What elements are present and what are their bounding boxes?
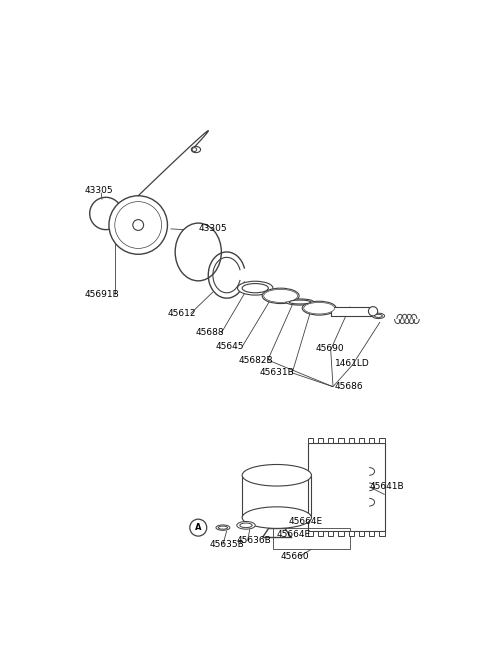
Bar	[308, 531, 313, 536]
Text: 45664E: 45664E	[288, 517, 323, 526]
Text: 45686: 45686	[335, 382, 363, 391]
Ellipse shape	[369, 306, 378, 316]
Ellipse shape	[190, 519, 207, 536]
Text: 45691B: 45691B	[84, 290, 119, 299]
Ellipse shape	[289, 300, 311, 304]
Bar	[273, 527, 350, 549]
Bar	[318, 531, 323, 536]
Text: 45631B: 45631B	[260, 369, 295, 377]
Bar	[380, 438, 384, 443]
Ellipse shape	[302, 301, 336, 315]
Bar	[348, 438, 354, 443]
Bar	[359, 531, 364, 536]
Bar	[369, 531, 374, 536]
Ellipse shape	[264, 289, 298, 302]
Bar	[369, 438, 374, 443]
Text: 45664E: 45664E	[277, 530, 311, 539]
Bar	[359, 438, 364, 443]
Ellipse shape	[242, 464, 312, 486]
Bar	[318, 438, 323, 443]
Ellipse shape	[237, 522, 255, 529]
Ellipse shape	[109, 195, 168, 255]
Text: 45612: 45612	[168, 309, 196, 318]
Ellipse shape	[304, 302, 335, 314]
Bar	[308, 443, 384, 531]
Ellipse shape	[175, 223, 221, 281]
Text: 1461LD: 1461LD	[335, 359, 369, 368]
Ellipse shape	[238, 281, 273, 295]
Ellipse shape	[242, 283, 268, 293]
Ellipse shape	[372, 313, 384, 319]
Text: 45636B: 45636B	[237, 536, 272, 545]
Text: 45641B: 45641B	[369, 482, 404, 491]
Text: 45688: 45688	[196, 328, 225, 337]
Bar	[331, 306, 373, 316]
Bar	[338, 531, 344, 536]
Bar	[328, 531, 333, 536]
Text: 45645: 45645	[215, 342, 244, 351]
Bar	[308, 438, 313, 443]
Ellipse shape	[286, 299, 314, 305]
Ellipse shape	[192, 146, 201, 153]
Bar	[380, 531, 384, 536]
Text: 45682B: 45682B	[238, 356, 273, 365]
Ellipse shape	[242, 507, 312, 528]
Ellipse shape	[133, 220, 144, 230]
Ellipse shape	[262, 288, 299, 304]
Text: 43305: 43305	[198, 224, 227, 234]
Ellipse shape	[312, 306, 327, 311]
Bar	[328, 438, 333, 443]
Ellipse shape	[216, 525, 230, 530]
Ellipse shape	[218, 526, 228, 529]
Text: 43305: 43305	[84, 186, 113, 195]
Text: A: A	[195, 523, 202, 532]
Ellipse shape	[192, 148, 197, 152]
Bar	[338, 438, 344, 443]
Ellipse shape	[115, 201, 162, 249]
Text: 45635B: 45635B	[210, 540, 244, 549]
Ellipse shape	[273, 293, 288, 299]
Ellipse shape	[240, 523, 252, 527]
Ellipse shape	[374, 314, 382, 318]
Text: 45660: 45660	[281, 552, 309, 561]
Bar	[348, 531, 354, 536]
Text: 45690: 45690	[315, 344, 344, 353]
